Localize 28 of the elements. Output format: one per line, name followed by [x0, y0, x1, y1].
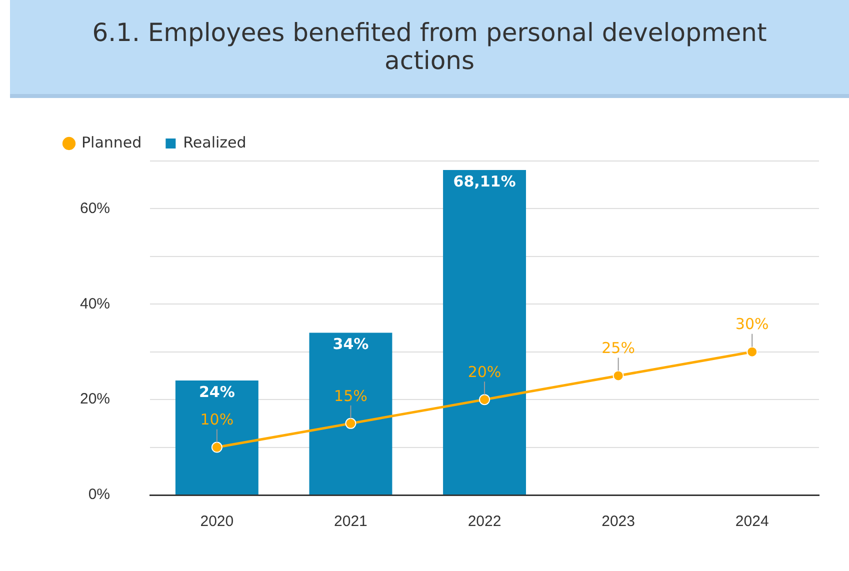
bar [443, 170, 526, 494]
point [479, 394, 490, 406]
point [211, 442, 222, 453]
data-label: 20% [468, 362, 502, 381]
legend-label: Realized [183, 133, 246, 152]
bar [175, 380, 258, 494]
data-label: 34% [332, 335, 369, 354]
data-label: 15% [334, 386, 368, 405]
data-label: 68,11% [453, 172, 516, 190]
x-tick-label: 2021 [334, 513, 368, 530]
data-label: 10% [200, 410, 234, 429]
chart-title: 6.1. Employees benefited from personal development actions [10, 0, 849, 98]
x-tick-label: 2024 [735, 513, 769, 530]
data-label: 30% [735, 315, 769, 334]
point [612, 370, 624, 382]
legend-label: Planned [82, 133, 142, 152]
point [746, 346, 758, 358]
x-tick-label: 2023 [602, 513, 635, 530]
y-tick-label: 60% [80, 200, 110, 217]
bar [309, 332, 392, 494]
y-tick-label: 0% [88, 486, 110, 504]
y-tick-label: 20% [80, 390, 110, 408]
point [345, 418, 356, 429]
data-label: 24% [198, 382, 235, 401]
y-tick-label: 40% [80, 295, 110, 312]
x-tick-label: 2020 [200, 513, 234, 530]
x-tick-label: 2022 [468, 513, 502, 530]
data-label: 25% [602, 339, 635, 358]
